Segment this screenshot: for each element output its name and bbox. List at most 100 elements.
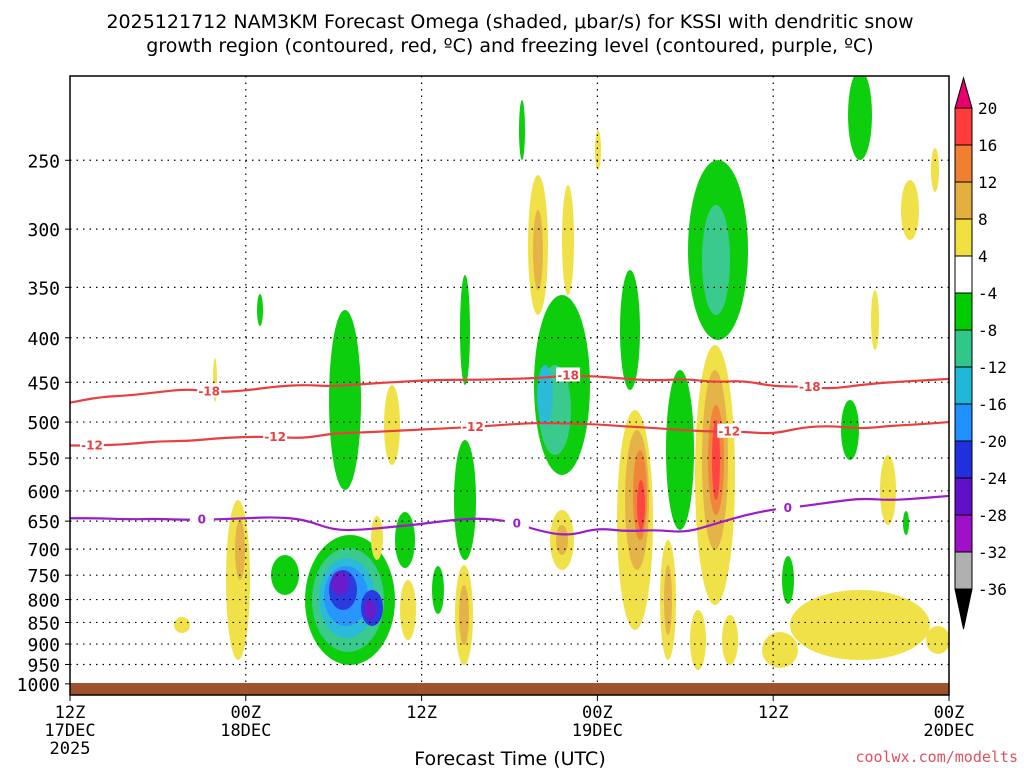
colorbar: 20 16 12 8 4 -4 -8 -12 -16 -20 -24 -28 -32 -36 [954,76,1007,630]
omega-region [871,290,879,350]
contour-label: -12 [462,420,484,434]
y-tick-label: 600 [27,482,60,503]
temperature-contours: -18 -18 -18 -12 -12 -12 -12 0 0 0 [70,367,949,536]
colorbar-swatch [954,144,973,183]
contour-label-bg [717,423,742,438]
omega-region [841,400,859,460]
contour-label-bg [797,379,822,394]
contour-label: -12 [264,430,286,444]
omega-region [519,100,525,160]
omega-region [903,511,909,535]
y-tick-label: 650 [27,512,60,533]
colorbar-label: -16 [978,395,1007,414]
contour-label: -18 [799,380,821,394]
omega-region [782,556,794,604]
contour-label: 0 [198,513,206,527]
colorbar-label: -4 [978,284,997,303]
ground-strip [70,683,949,695]
omega-region [400,580,416,640]
y-tick-label: 300 [27,220,60,241]
colorbar-label: -20 [978,432,1007,451]
omega-region [331,571,349,595]
x-tick-label: 12Z [55,703,86,723]
x-tick-label: 12Z [406,703,437,723]
omega-region [371,516,383,560]
contour-label: 0 [784,501,792,515]
omega-region [880,455,896,525]
contour-line [70,420,949,447]
colorbar-swatch [954,440,973,479]
x-axis-label: Forecast Time (UTC) [414,748,605,768]
colorbar-label: -24 [978,469,1007,488]
y-tick-label: 850 [27,613,60,634]
colorbar-swatch [954,107,973,146]
omega-region [690,610,706,670]
chart-title-line2: growth region (contoured, red, ºC) and f… [146,35,873,57]
omega-region [901,180,919,240]
colorbar-top-arrow [954,76,973,109]
colorbar-swatch [954,181,973,220]
x-tick-label: 2025 [50,739,91,759]
x-tick-label: 20DEC [923,721,974,741]
colorbar-label: -32 [978,543,1007,562]
y-tick-label: 950 [27,655,60,676]
omega-region [235,520,245,580]
contour-label-bg [189,511,214,526]
colorbar-label: -8 [978,321,997,340]
omega-region [848,76,872,160]
contour-label-bg [775,499,800,514]
y-tick-label: 750 [27,566,60,587]
x-tick-label: 12Z [758,703,789,723]
omega-region [637,480,645,530]
y-tick-label: 700 [27,540,60,561]
omega-region [257,294,263,326]
omega-region [174,617,190,633]
omega-region [926,626,949,654]
colorbar-swatch [954,551,973,590]
y-axis: 2503003504004505005506006507007508008509… [17,151,70,696]
colorbar-swatch [954,403,973,442]
colorbar-label: 16 [978,136,997,155]
omega-region [537,365,553,425]
plot-border [69,75,950,696]
y-tick-label: 800 [27,591,60,612]
y-tick-label: 500 [27,413,60,434]
omega-region [533,210,543,290]
y-tick-label: 550 [27,449,60,470]
omega-region [712,420,720,500]
contour-label-bg [504,515,529,530]
contour-label: -18 [198,384,220,398]
contour-label: -12 [81,438,103,452]
omega-region [722,615,738,665]
omega-region [459,585,469,645]
colorbar-swatch [954,477,973,516]
colorbar-label: 12 [978,173,997,192]
omega-region [702,205,730,315]
chart-title-line1: 2025121712 NAM3KM Forecast Omega (shaded… [106,11,913,33]
contour-label: 0 [513,517,521,531]
y-tick-label: 450 [27,373,60,394]
omega-region [620,270,640,390]
contour-label-bg [556,367,581,382]
y-tick-label: 400 [27,329,60,350]
colorbar-swatch [954,329,973,368]
colorbar-swatch [954,218,973,257]
colorbar-swatch [954,292,973,331]
colorbar-label: -36 [978,580,1007,599]
x-tick-label: 19DEC [572,721,623,741]
x-tick-label: 00Z [582,703,613,723]
y-tick-label: 900 [27,635,60,656]
colorbar-label: -28 [978,506,1007,525]
contour-label-bg [460,418,485,433]
omega-region [790,590,930,660]
credit-text: coolwx.com/modelts [855,748,1018,766]
colorbar-label: -12 [978,358,1007,377]
omega-region [364,600,376,620]
omega-region [762,632,798,668]
omega-shading [174,76,949,670]
colorbar-swatch [954,514,973,553]
omega-region [329,310,361,490]
omega-region [556,525,568,555]
